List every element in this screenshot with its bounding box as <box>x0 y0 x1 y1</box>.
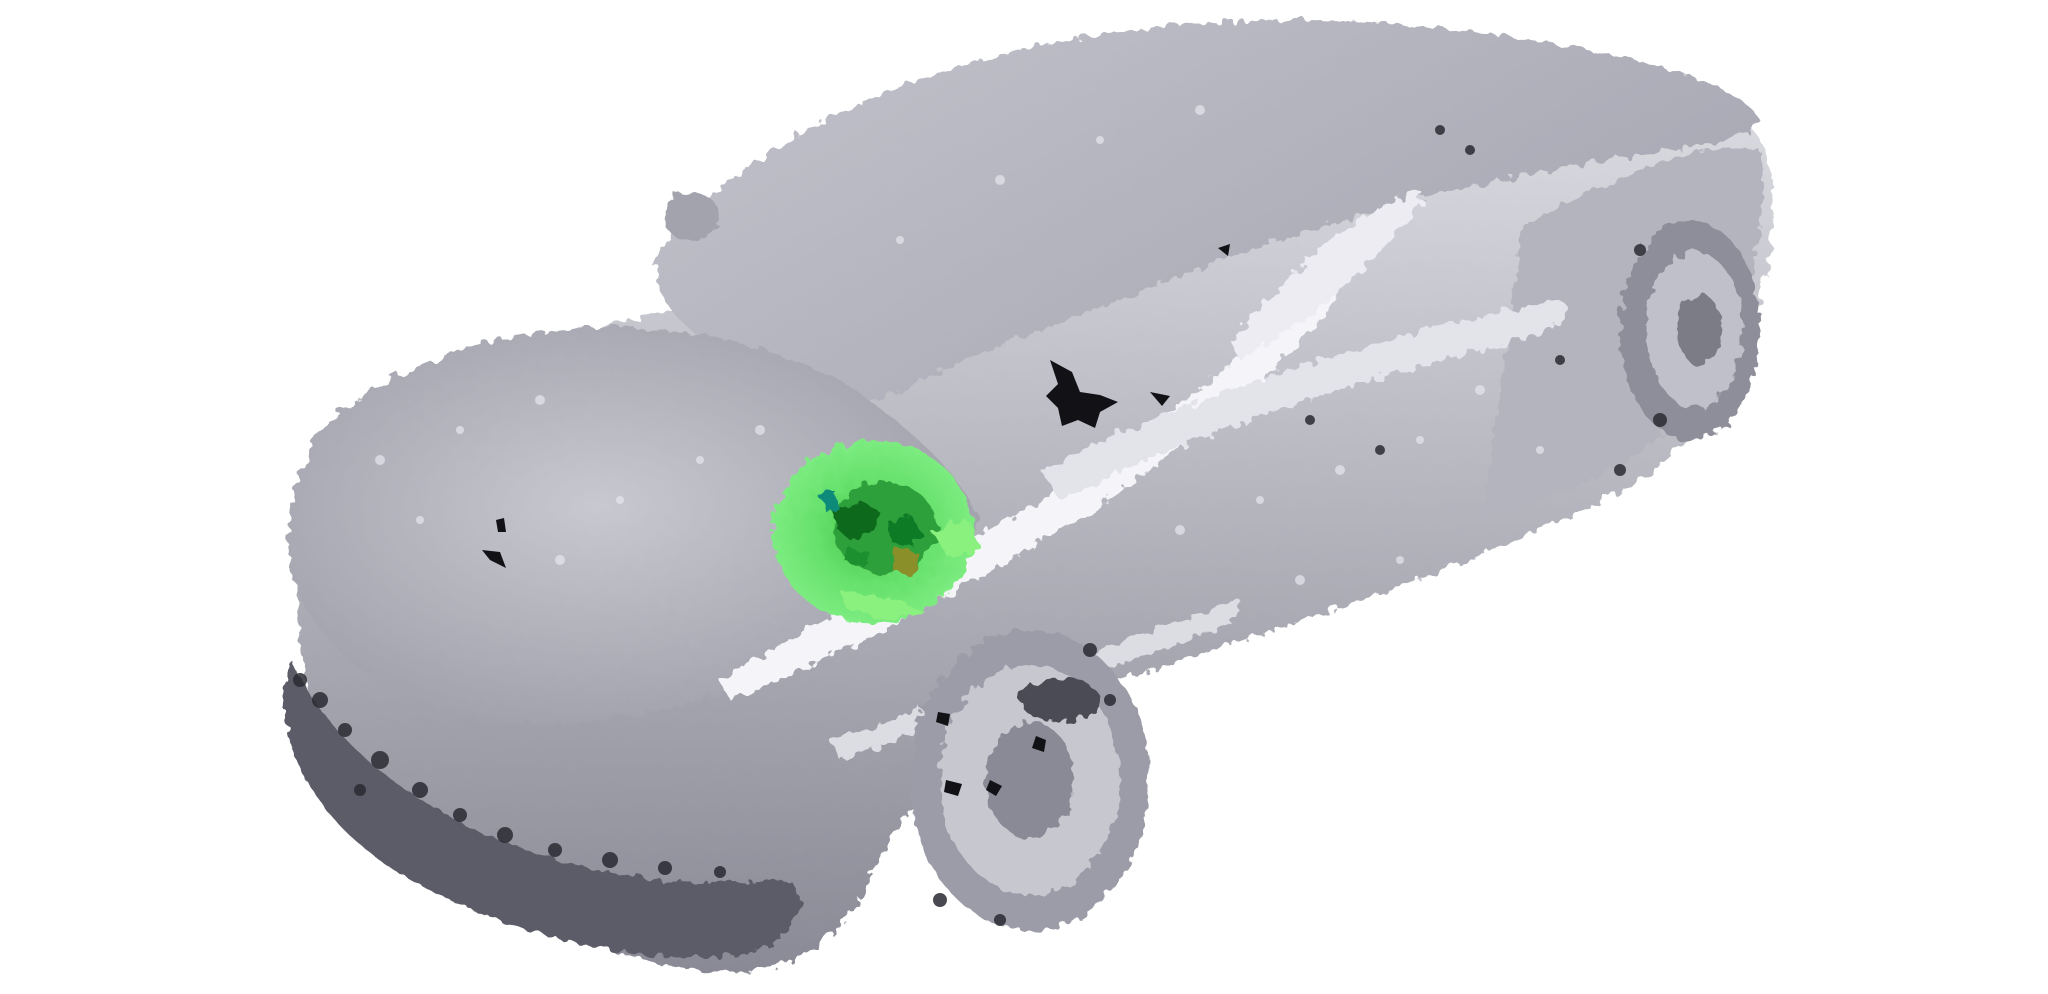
side-mirror <box>665 192 721 241</box>
car-front-bumper <box>283 660 800 958</box>
rear-wheel <box>1620 220 1760 440</box>
shadow-speckles <box>293 125 1667 926</box>
highlight-region <box>773 440 980 624</box>
surface-speckles <box>375 105 1544 585</box>
car-roof <box>656 20 1761 400</box>
dark-speckles <box>482 244 1230 796</box>
front-wheel <box>910 630 1150 930</box>
